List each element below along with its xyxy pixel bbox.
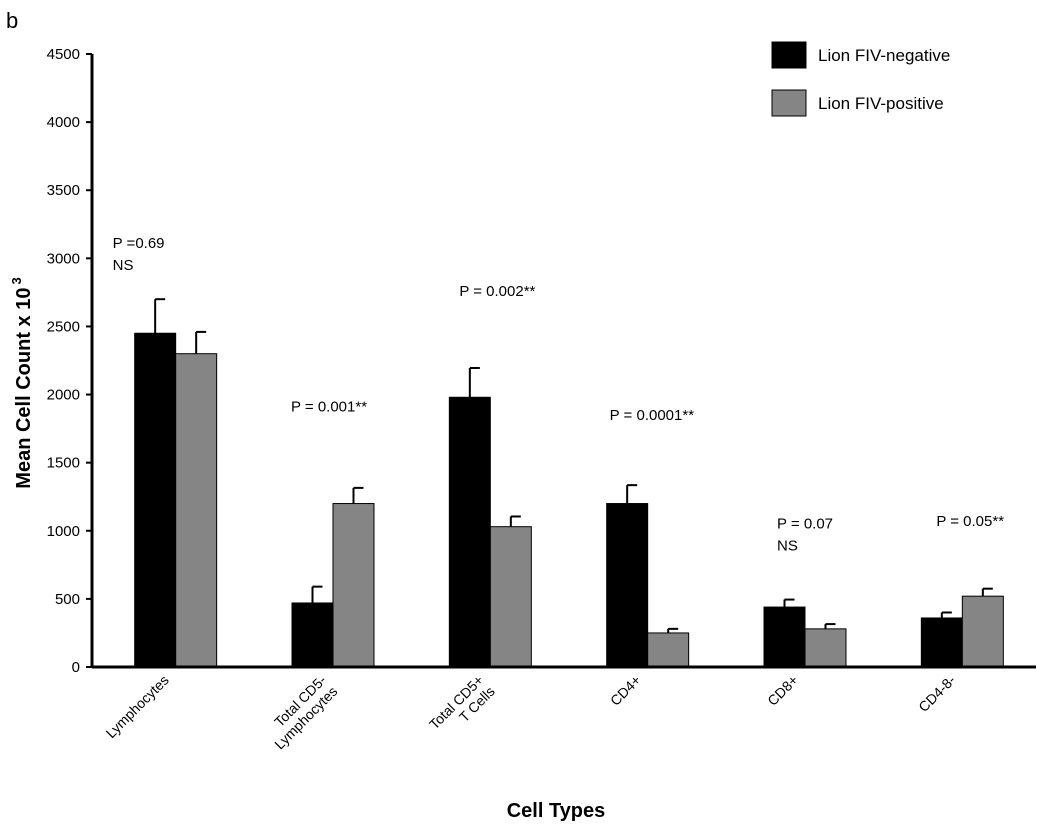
category-label-0: Lymphocytes (103, 672, 172, 741)
bars-layer (134, 332, 1004, 668)
error-bars-layer (154, 298, 993, 633)
p-value-line: NS (113, 257, 134, 274)
bar-0-0 (134, 332, 177, 668)
category-label-1: Total CD5-Lymphocytes (260, 672, 341, 753)
y-tick-label: 3500 (47, 182, 80, 199)
p-value-line: P = 0.0001** (610, 407, 695, 424)
p-value-annotation-1: P = 0.001** (291, 399, 367, 416)
legend-label-1: Lion FIV-positive (818, 94, 944, 113)
category-label-4: CD8+ (764, 672, 801, 709)
p-value-line: P = 0.07 (777, 516, 833, 533)
bar-0-4 (763, 606, 806, 668)
legend-swatch-0 (771, 41, 807, 69)
annotations-layer: P =0.69 NS P = 0.001** P = 0.002** P = 0.000… (113, 235, 1005, 555)
category-label-line: CD4-8- (915, 672, 958, 715)
bar-1-5 (961, 595, 1004, 668)
bar-1-2 (489, 526, 532, 668)
y-tick-label: 1500 (47, 455, 80, 472)
category-label-line: CD4+ (607, 672, 644, 709)
y-tick-label: 3000 (47, 250, 80, 267)
axes-layer (90, 54, 1036, 669)
category-label-2: Total CD5+T Cells (426, 672, 498, 744)
bar-0-2 (448, 396, 491, 668)
legend-label-0: Lion FIV-negative (818, 46, 950, 65)
p-value-annotation-5: P = 0.05** (936, 513, 1004, 530)
bar-0-5 (920, 617, 963, 668)
x-axis-label: Cell Types (507, 800, 606, 822)
category-labels-layer: Lymphocytes Total CD5-Lymphocytes Total CD… (103, 672, 959, 753)
p-value-line: P = 0.001** (291, 399, 367, 416)
bar-0-1 (291, 602, 334, 668)
p-value-line: NS (777, 538, 798, 555)
bar-1-1 (332, 503, 375, 668)
p-value-annotation-2: P = 0.002** (459, 283, 535, 300)
y-tick-label: 4000 (47, 114, 80, 131)
category-label-3: CD4+ (607, 672, 644, 709)
p-value-line: P = 0.002** (459, 283, 535, 300)
category-label-5: CD4-8- (915, 672, 958, 715)
bar-1-0 (175, 353, 218, 668)
y-tick-label: 0 (72, 659, 80, 676)
bar-1-4 (804, 628, 847, 668)
y-tick-label: 2000 (47, 387, 80, 404)
panel-label: b (6, 8, 18, 33)
y-tick-label: 4500 (47, 46, 80, 63)
y-tick-label: 2500 (47, 318, 80, 335)
y-axis-label: Mean Cell Count x 10 3 (9, 277, 35, 488)
y-axis-label-main: Mean Cell Count x 10 (13, 288, 35, 489)
y-tick-label: 1000 (47, 523, 80, 540)
category-label-line: Lymphocytes (103, 672, 172, 741)
category-label-line: CD8+ (764, 672, 801, 709)
legend-swatch-1 (771, 89, 807, 117)
p-value-line: P = 0.05** (936, 513, 1004, 530)
y-ticks-layer: 0 500 1000 1500 2000 2500 3000 3500 4000 4500 (47, 46, 92, 676)
p-value-annotation-4: P = 0.07 NS (777, 516, 833, 555)
p-value-annotation-3: P = 0.0001** (610, 407, 695, 424)
p-value-annotation-0: P =0.69 NS (113, 235, 165, 274)
y-axis-label-superscript: 3 (9, 277, 24, 284)
p-value-line: P =0.69 (113, 235, 165, 252)
legend: Lion FIV-negative Lion FIV-positive (771, 41, 950, 117)
bar-0-3 (606, 503, 649, 668)
y-tick-label: 500 (55, 591, 80, 608)
bar-1-3 (647, 632, 690, 668)
